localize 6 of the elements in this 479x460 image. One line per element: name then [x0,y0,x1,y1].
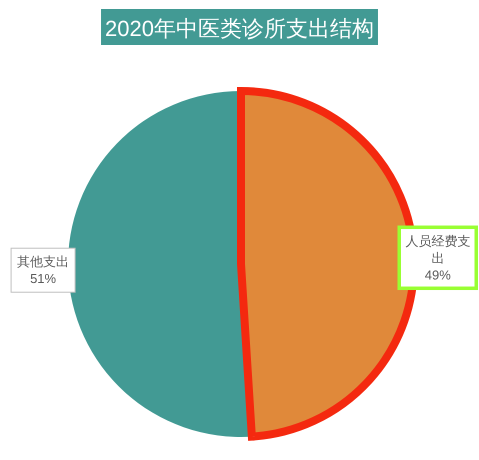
slice-label: 其他支出 [17,254,70,270]
title: 2020年中医类诊所支出结构 [101,9,378,45]
slice-label: 人员经费支出 [405,233,470,266]
chart-title: 2020年中医类诊所支出结构 [105,16,374,41]
data-label: 49% [424,267,452,282]
data-label: 51% [30,271,57,286]
